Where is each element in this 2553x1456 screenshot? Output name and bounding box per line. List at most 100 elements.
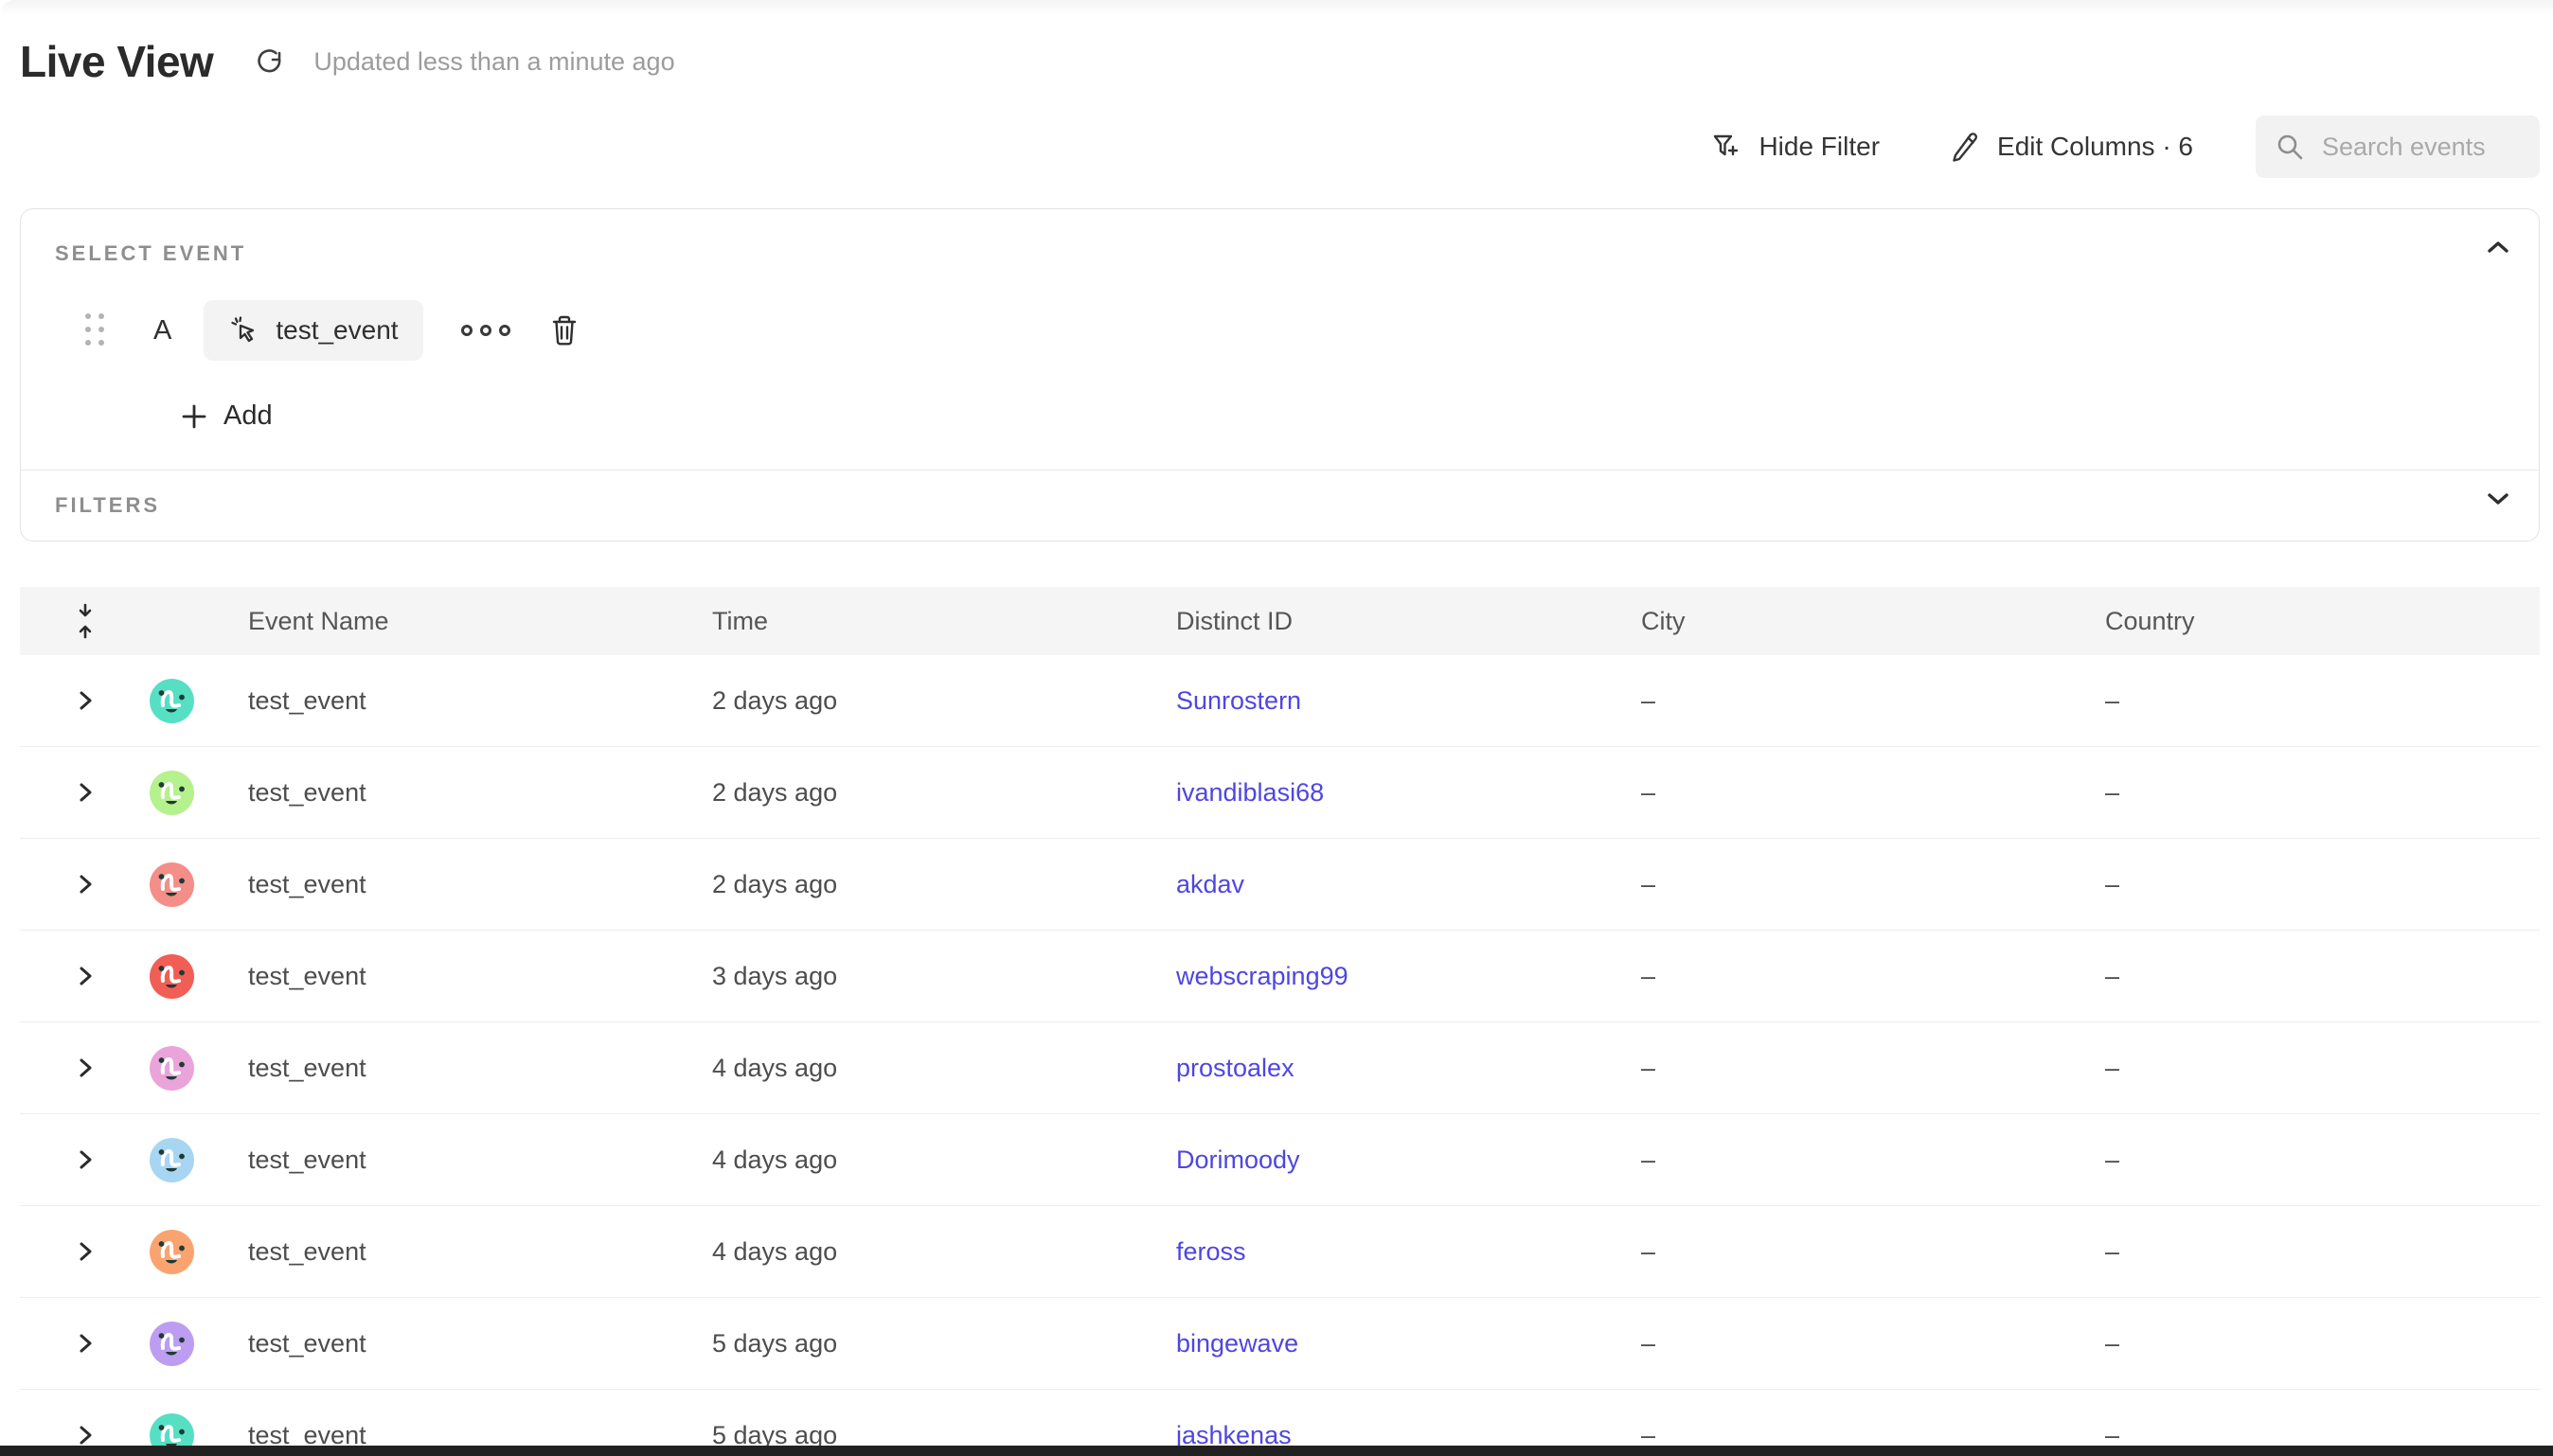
row-city: – xyxy=(1641,1328,1656,1358)
drag-handle[interactable] xyxy=(85,313,106,347)
expand-row-button[interactable] xyxy=(20,964,150,988)
search-input[interactable] xyxy=(2322,132,2521,162)
edit-columns-label: Edit Columns · 6 xyxy=(1997,132,2193,161)
refresh-icon xyxy=(255,46,285,77)
avatar xyxy=(150,1229,194,1274)
collapse-vertical-icon xyxy=(73,602,98,640)
filter-plus-icon xyxy=(1709,131,1741,163)
row-city: – xyxy=(1641,1145,1656,1174)
row-time: 2 days ago xyxy=(712,869,838,898)
refresh-button[interactable] xyxy=(255,46,285,77)
avatar xyxy=(150,770,194,815)
row-distinct-id-link[interactable]: feross xyxy=(1176,1236,1246,1266)
row-time: 2 days ago xyxy=(712,685,838,715)
row-country: – xyxy=(2105,961,2120,990)
row-city: – xyxy=(1641,685,1656,715)
row-country: – xyxy=(2105,869,2120,898)
row-time: 5 days ago xyxy=(712,1328,838,1358)
row-distinct-id-link[interactable]: Dorimoody xyxy=(1176,1145,1300,1174)
row-distinct-id-link[interactable]: bingewave xyxy=(1176,1328,1299,1358)
expand-row-button[interactable] xyxy=(20,688,150,713)
table-row: test_event 2 days ago akdav – – xyxy=(20,839,2540,931)
avatar xyxy=(150,1137,194,1182)
avatar xyxy=(150,678,194,723)
column-header-city[interactable]: City xyxy=(1641,606,1686,635)
events-table: Event Name Time Distinct ID City Country xyxy=(20,587,2540,1456)
expand-row-button[interactable] xyxy=(20,1147,150,1172)
expand-row-button[interactable] xyxy=(20,780,150,805)
collapse-section-button[interactable] xyxy=(2484,238,2512,257)
row-event-name: test_event xyxy=(248,777,366,807)
chevron-right-icon xyxy=(75,780,96,805)
expand-filters-button[interactable] xyxy=(2484,489,2512,508)
column-header-distinct-id[interactable]: Distinct ID xyxy=(1176,606,1294,635)
row-country: – xyxy=(2105,685,2120,715)
row-country: – xyxy=(2105,1420,2120,1449)
chevron-right-icon xyxy=(75,964,96,988)
table-row: test_event 2 days ago ivandiblasi68 – – xyxy=(20,747,2540,839)
window-bottom-edge xyxy=(0,1446,2553,1456)
row-country: – xyxy=(2105,1053,2120,1082)
select-event-section: SELECT EVENT A xyxy=(21,209,2539,470)
add-button-label: Add xyxy=(223,400,273,431)
row-time: 4 days ago xyxy=(712,1236,838,1266)
expand-row-button[interactable] xyxy=(20,1239,150,1264)
row-distinct-id-link[interactable]: prostoalex xyxy=(1176,1053,1294,1082)
hide-filter-button[interactable]: Hide Filter xyxy=(1709,131,1880,163)
chevron-right-icon xyxy=(75,688,96,713)
edit-columns-button[interactable]: Edit Columns · 6 xyxy=(1948,131,2193,163)
row-time: 3 days ago xyxy=(712,961,838,990)
row-time: 4 days ago xyxy=(712,1145,838,1174)
row-country: – xyxy=(2105,1328,2120,1358)
row-distinct-id-link[interactable]: webscraping99 xyxy=(1176,961,1348,990)
page-title: Live View xyxy=(20,37,214,86)
column-header-event-name[interactable]: Event Name xyxy=(248,606,389,635)
row-distinct-id-link[interactable]: akdav xyxy=(1176,869,1245,898)
expand-row-button[interactable] xyxy=(20,1056,150,1080)
hide-filter-label: Hide Filter xyxy=(1759,132,1881,161)
column-header-time[interactable]: Time xyxy=(712,606,768,635)
row-country: – xyxy=(2105,1236,2120,1266)
updated-status-text: Updated less than a minute ago xyxy=(313,46,675,76)
row-distinct-id-link[interactable]: Sunrostern xyxy=(1176,685,1302,715)
row-event-name: test_event xyxy=(248,869,366,898)
expand-row-button[interactable] xyxy=(20,872,150,897)
column-header-country[interactable]: Country xyxy=(2105,606,2195,635)
avatar xyxy=(150,1045,194,1091)
table-header-row: Event Name Time Distinct ID City Country xyxy=(20,587,2540,655)
avatar xyxy=(150,953,194,999)
table-row: test_event 5 days ago jashkenas – – xyxy=(20,1390,2540,1456)
row-distinct-id-link[interactable]: jashkenas xyxy=(1176,1420,1292,1449)
window-top-edge xyxy=(0,0,2553,15)
plus-icon xyxy=(180,402,208,431)
add-event-button[interactable]: Add xyxy=(180,400,273,432)
expand-row-button[interactable] xyxy=(20,1331,150,1356)
row-event-name: test_event xyxy=(248,685,366,715)
event-more-options-button[interactable] xyxy=(455,319,516,342)
row-city: – xyxy=(1641,869,1656,898)
row-time: 5 days ago xyxy=(712,1420,838,1449)
row-event-name: test_event xyxy=(248,1053,366,1082)
avatar xyxy=(150,1321,194,1366)
table-row: test_event 3 days ago webscraping99 – – xyxy=(20,931,2540,1022)
table-row: test_event 4 days ago prostoalex – – xyxy=(20,1022,2540,1114)
expand-row-button[interactable] xyxy=(20,1423,150,1447)
row-distinct-id-link[interactable]: ivandiblasi68 xyxy=(1176,777,1325,807)
pencil-icon xyxy=(1948,131,1980,163)
table-body: test_event 2 days ago Sunrostern – – xyxy=(20,655,2540,1456)
event-select-button[interactable]: test_event xyxy=(204,300,423,361)
avatar xyxy=(150,861,194,907)
search-box[interactable] xyxy=(2256,115,2540,178)
row-city: – xyxy=(1641,1236,1656,1266)
trash-icon xyxy=(548,313,580,347)
table-row: test_event 5 days ago bingewave – – xyxy=(20,1298,2540,1390)
filters-label: FILTERS xyxy=(55,493,161,517)
row-event-name: test_event xyxy=(248,1420,366,1449)
delete-event-button[interactable] xyxy=(548,313,580,347)
collapse-all-rows-button[interactable] xyxy=(73,602,98,640)
row-event-name: test_event xyxy=(248,1145,366,1174)
cursor-click-icon xyxy=(228,314,260,346)
search-icon xyxy=(2275,132,2305,162)
row-country: – xyxy=(2105,777,2120,807)
chevron-right-icon xyxy=(75,872,96,897)
